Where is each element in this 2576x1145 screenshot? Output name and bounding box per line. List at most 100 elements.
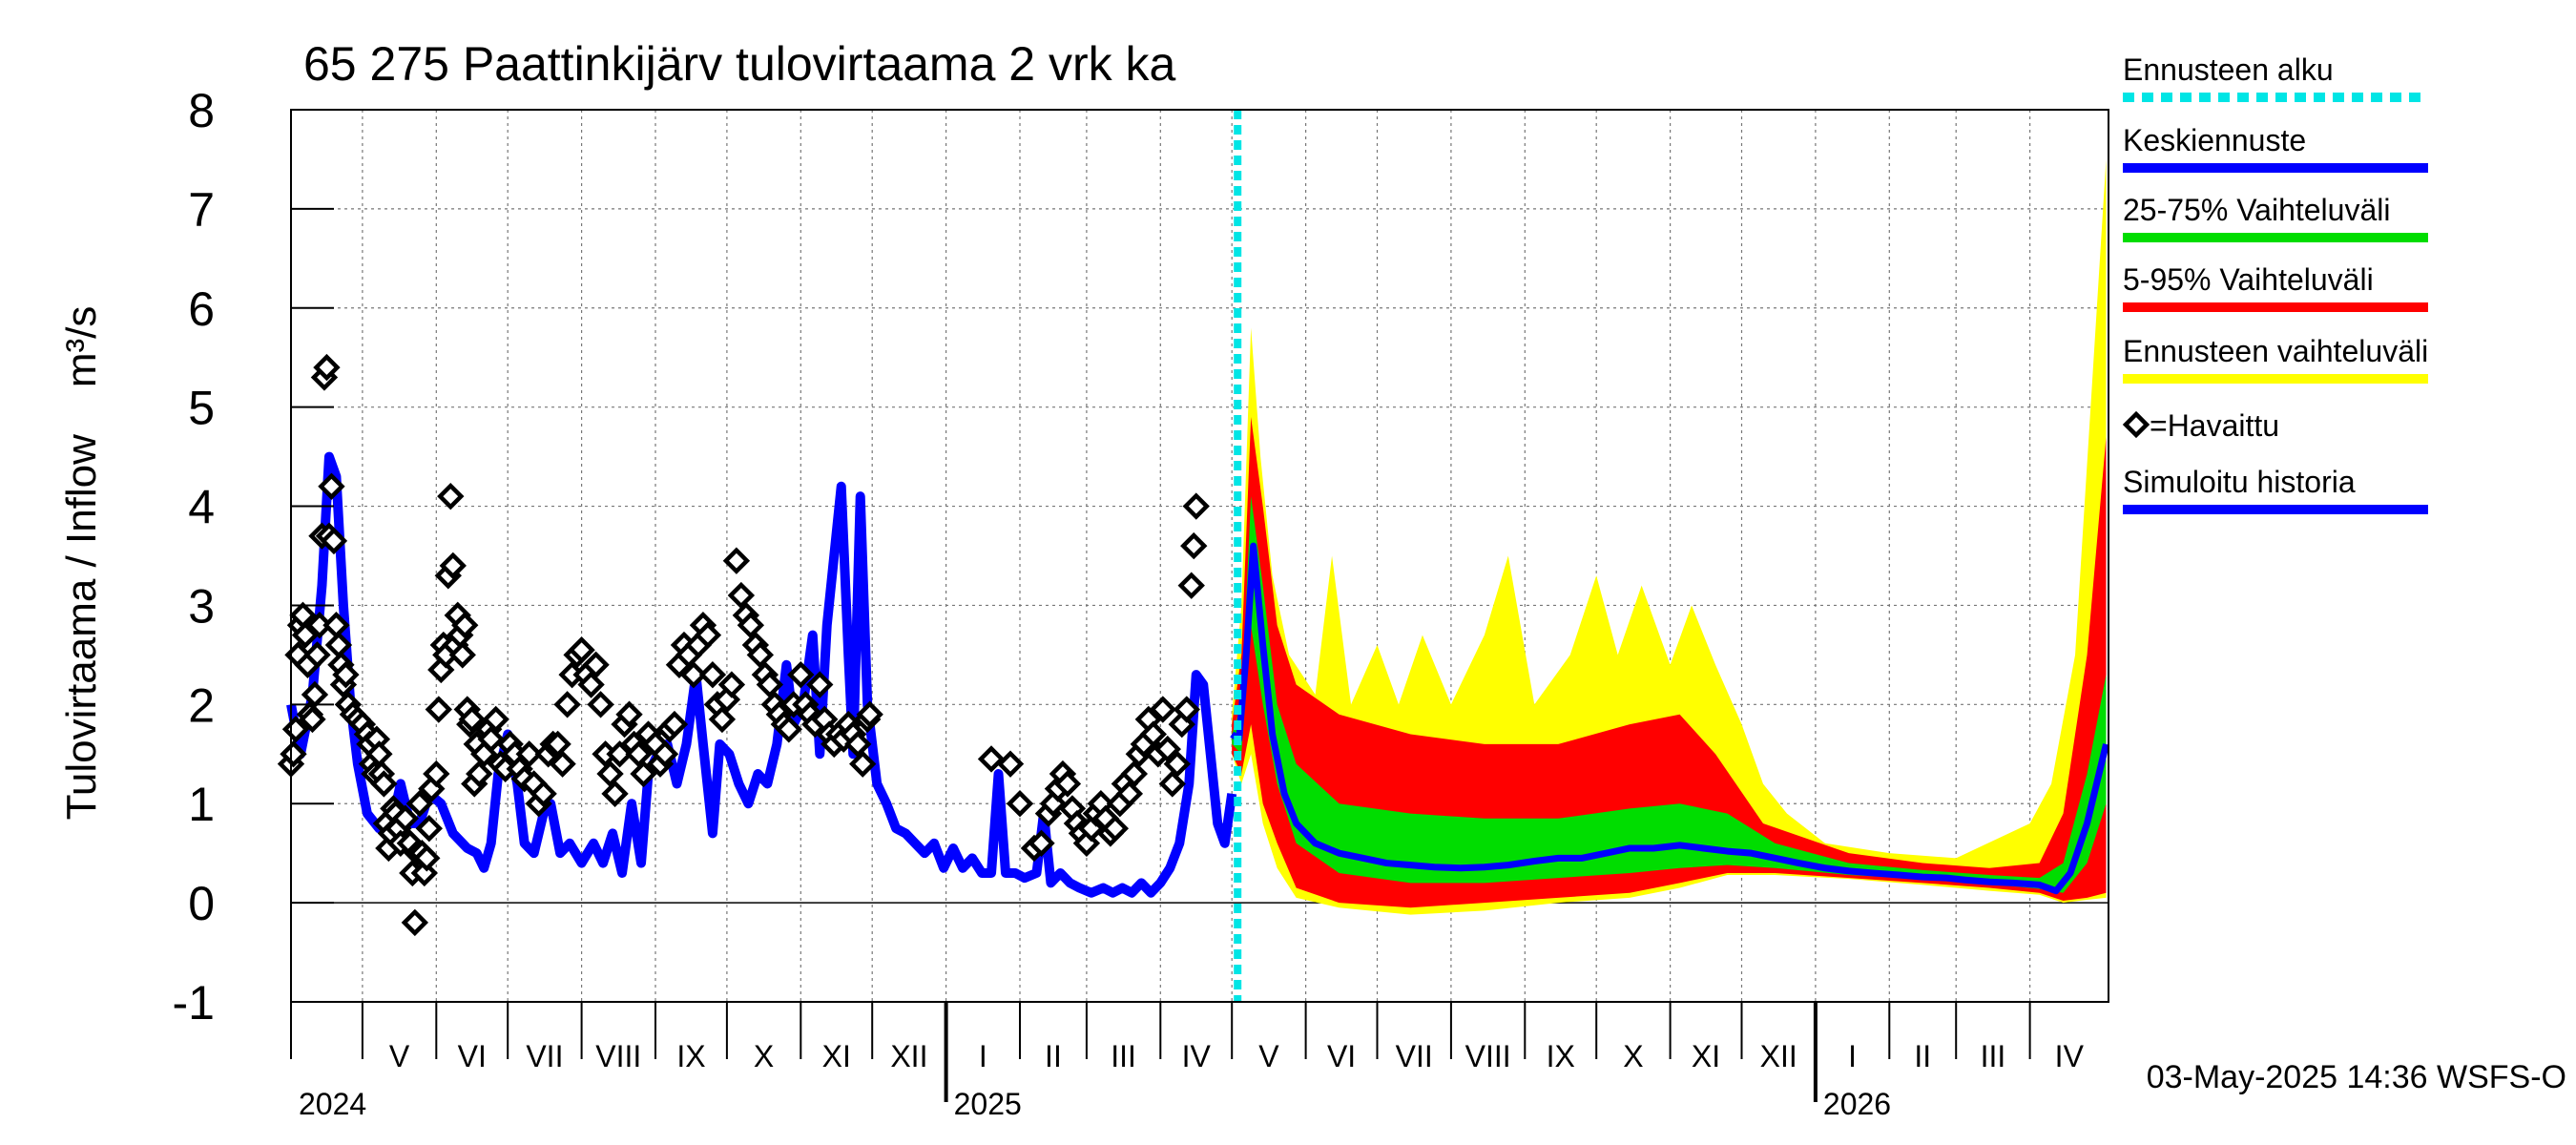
x-tick-label: II (1045, 1039, 1062, 1073)
observed-point (291, 621, 320, 649)
legend-label: 5-95% Vaihteluväli (2123, 262, 2374, 297)
forecast-bands (1232, 158, 2107, 915)
x-tick-label: I (1848, 1039, 1857, 1073)
observed-point (1028, 829, 1055, 857)
observed-point (1177, 572, 1205, 599)
observed-point (437, 482, 465, 510)
observed-point (448, 641, 476, 669)
x-tick-label: VIII (1465, 1039, 1511, 1073)
observed-point (844, 730, 872, 759)
observed-point (708, 705, 737, 734)
x-tick-label: III (1981, 1039, 2006, 1073)
observed-point (477, 725, 505, 753)
plot-frame (290, 109, 2109, 1003)
band-25-75-vaihteluv-li (1232, 496, 2107, 893)
observed-point (756, 671, 784, 698)
observed-point (370, 770, 398, 798)
x-tick-label: VII (526, 1039, 563, 1073)
x-tick-label: VI (1327, 1039, 1356, 1073)
y-tick-label: 2 (188, 678, 215, 732)
observed-point (694, 621, 722, 649)
observed-point (401, 908, 429, 937)
y-tick-label: -1 (173, 976, 215, 1030)
y-tick-label: 6 (188, 282, 215, 336)
observed-point (651, 740, 679, 768)
observed-point (413, 844, 441, 872)
observed-point (1182, 492, 1210, 520)
x-tick-label: II (1914, 1039, 1931, 1073)
footer-timestamp: 03-May-2025 14:36 WSFS-O (2147, 1059, 2566, 1095)
legend-label: Ennusteen alku (2123, 52, 2334, 87)
x-tick-label: V (389, 1039, 410, 1073)
observed-point (698, 660, 727, 689)
y-tick-label: 3 (188, 579, 215, 633)
year-label: 2026 (1823, 1087, 1891, 1121)
x-tick-label: IX (1547, 1039, 1575, 1073)
observed-point (332, 660, 360, 689)
x-tick-label: X (1623, 1039, 1643, 1073)
observed-point (787, 660, 815, 689)
x-tick-label: XII (1760, 1039, 1797, 1073)
observed-point (320, 527, 348, 555)
observed-point (679, 660, 708, 689)
y-axis-label: Tulovirtaama / Inflow m³/s (58, 306, 105, 821)
observed-point (544, 730, 571, 759)
x-tick-label: IV (2055, 1039, 2085, 1073)
simulated-history-line (286, 451, 1237, 898)
observed-point (553, 691, 581, 718)
observed-point (1153, 735, 1181, 763)
observed-point (515, 740, 543, 768)
y-tick-label: 8 (188, 84, 215, 137)
observed-point (303, 641, 331, 669)
observed-point (1180, 531, 1208, 560)
observed-point (1006, 790, 1034, 818)
observed-point (1101, 815, 1130, 843)
observed-point (996, 750, 1025, 778)
x-tick-label: VII (1396, 1039, 1433, 1073)
year-label: 2025 (954, 1087, 1022, 1121)
observed-point (625, 740, 653, 768)
observed-point (405, 790, 434, 818)
observed-point (530, 780, 557, 808)
observed-point (1163, 750, 1191, 778)
observed-point (313, 353, 341, 382)
observed-point (1173, 696, 1200, 723)
observed-point (660, 710, 689, 739)
y-tick-label: 4 (188, 481, 215, 534)
legend-label: Ennusteen vaihteluväli (2123, 334, 2428, 368)
observed-point (737, 612, 765, 639)
x-tick-label: III (1111, 1039, 1136, 1073)
y-tick-label: 0 (188, 877, 215, 930)
x-tick-label: X (754, 1039, 774, 1073)
chart-title: 65 275 Paattinkijärv tulovirtaama 2 vrk … (303, 37, 1176, 91)
legend: Ennusteen alku Keskiennuste 25-75% Vaihtel… (2122, 52, 2428, 514)
observed-point (606, 740, 634, 768)
observed-point (630, 760, 657, 788)
observed-points (277, 353, 1210, 937)
observed-point (577, 671, 605, 698)
observed-point (1053, 770, 1082, 798)
band-5-95-vaihteluv-li (1232, 417, 2107, 908)
x-tick-label: IV (1182, 1039, 1212, 1073)
x-tick-label: IX (676, 1039, 705, 1073)
x-tick-label: XII (890, 1039, 927, 1073)
observed-point (280, 740, 307, 768)
legend-label: Keskiennuste (2123, 123, 2306, 157)
mean-forecast-line (1230, 542, 2109, 895)
observed-point (318, 472, 345, 500)
observed-point (746, 641, 775, 669)
series-lines (286, 451, 2109, 898)
observed-point (299, 705, 326, 734)
x-tick-label: XI (1692, 1039, 1720, 1073)
observed-point (451, 612, 479, 639)
observed-point (775, 716, 802, 743)
x-tick-label: V (1258, 1039, 1279, 1073)
observed-point (615, 700, 643, 728)
observed-point (582, 651, 610, 678)
x-tick-label: VIII (595, 1039, 641, 1073)
observed-point (717, 671, 746, 698)
observed-point (439, 552, 467, 580)
